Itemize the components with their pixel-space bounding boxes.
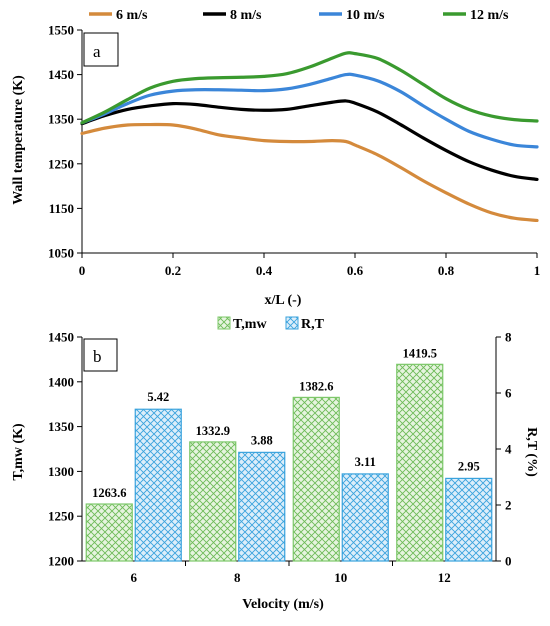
x-tick-label-a: 1 bbox=[534, 263, 541, 278]
x-tick-label-a: 0.2 bbox=[165, 263, 181, 278]
legend-label-a: 12 m/s bbox=[470, 8, 509, 23]
legend-swatch-b bbox=[285, 316, 299, 330]
legend-label-a: 10 m/s bbox=[346, 8, 385, 23]
y-tick-label-b-left: 1450 bbox=[48, 330, 74, 345]
legend-label-b: T,mw bbox=[233, 317, 267, 332]
y-tick-label-a: 1450 bbox=[48, 67, 74, 82]
bar-rt-8 bbox=[238, 451, 286, 562]
bar-tmw-8 bbox=[189, 441, 237, 562]
y-tick-label-b-left: 1250 bbox=[48, 509, 74, 524]
y-tick-label-b-right: 8 bbox=[505, 330, 512, 345]
y-tick-label-b-left: 1300 bbox=[48, 464, 74, 479]
x-tick-label-b: 10 bbox=[334, 570, 347, 585]
panel-label-a-box: a bbox=[83, 32, 119, 67]
x-axis-label-b: Velocity (m/s) bbox=[242, 597, 324, 612]
axes-a: 1050 1150 1250 1350 1450 1550 0 0.2 0.4 0.6 0.8 1 bbox=[48, 23, 540, 279]
y-axis-label-b-left: T,mw (K) bbox=[11, 423, 26, 481]
y-tick-label-a: 1150 bbox=[49, 201, 74, 216]
bar-tmw-6 bbox=[85, 503, 133, 562]
bar-rt-12 bbox=[445, 477, 493, 562]
y-tick-label-a: 1250 bbox=[48, 156, 74, 171]
data-label-rt: 3.88 bbox=[251, 433, 273, 447]
series-line-12-m-s bbox=[80, 51, 539, 125]
bar-tmw-12 bbox=[396, 363, 444, 562]
x-axis-label-a: x/L (-) bbox=[265, 293, 302, 308]
legend-b: T,mw R,T bbox=[217, 316, 325, 332]
data-label-tmw: 1263.6 bbox=[92, 486, 126, 500]
x-tick-label-b: 6 bbox=[131, 570, 138, 585]
data-label-tmw: 1382.6 bbox=[299, 379, 333, 393]
y-axis-label-a: Wall temperature (K) bbox=[11, 75, 26, 205]
y-tick-label-a: 1050 bbox=[48, 246, 74, 261]
x-tick-label-a: 0 bbox=[79, 263, 86, 278]
panel-label-b-box: b bbox=[83, 338, 118, 372]
data-label-rt: 5.42 bbox=[147, 390, 169, 404]
series-line-8-m-s bbox=[80, 99, 539, 182]
x-tick-label-b: 8 bbox=[234, 570, 241, 585]
panel-label-b: b bbox=[93, 347, 102, 366]
data-label-rt: 3.11 bbox=[355, 455, 376, 469]
x-tick-label-a: 0.4 bbox=[256, 263, 273, 278]
series-line-10-m-s bbox=[80, 72, 539, 149]
legend-label-b: R,T bbox=[301, 317, 325, 332]
y-tick-label-b-right: 2 bbox=[505, 498, 512, 513]
legend-label-a: 6 m/s bbox=[116, 8, 148, 23]
y-tick-label-a: 1550 bbox=[48, 23, 74, 38]
chart-a: 6 m/s 8 m/s 10 m/s 12 m/s 10501150125013501… bbox=[11, 8, 540, 308]
x-tick-label-a: 0.6 bbox=[347, 263, 364, 278]
bar-rt-10 bbox=[341, 473, 389, 562]
series-lines-a bbox=[80, 51, 539, 223]
bar-tmw-10 bbox=[292, 396, 340, 562]
y-tick-label-a: 1350 bbox=[48, 112, 74, 127]
bar-rt-6 bbox=[134, 408, 182, 562]
data-label-tmw: 1332.9 bbox=[196, 424, 230, 438]
legend-swatch-b bbox=[217, 316, 231, 330]
x-tick-label-a: 0.8 bbox=[438, 263, 455, 278]
series-line-6-m-s bbox=[80, 122, 539, 223]
panel-label-a: a bbox=[93, 42, 101, 61]
y-tick-label-b-left: 1200 bbox=[48, 554, 74, 569]
y-tick-label-b-left: 1350 bbox=[48, 419, 74, 434]
data-label-tmw: 1419.5 bbox=[403, 346, 437, 360]
legend-label-a: 8 m/s bbox=[230, 8, 262, 23]
bars-b: 1263.6 5.42 1332.9 3.88 1382.6 3.11 1419.5 2.95 bbox=[85, 346, 493, 562]
y-axis-label-b-right: R,T (%) bbox=[524, 427, 539, 477]
y-tick-label-b-right: 0 bbox=[505, 554, 512, 569]
legend-a: 6 m/s 8 m/s 10 m/s 12 m/s bbox=[89, 8, 509, 23]
y-tick-label-b-left: 1400 bbox=[48, 374, 74, 389]
y-tick-label-b-right: 6 bbox=[505, 386, 512, 401]
x-tick-label-b: 12 bbox=[438, 570, 451, 585]
y-tick-label-b-right: 4 bbox=[505, 442, 512, 457]
data-label-rt: 2.95 bbox=[458, 459, 480, 473]
